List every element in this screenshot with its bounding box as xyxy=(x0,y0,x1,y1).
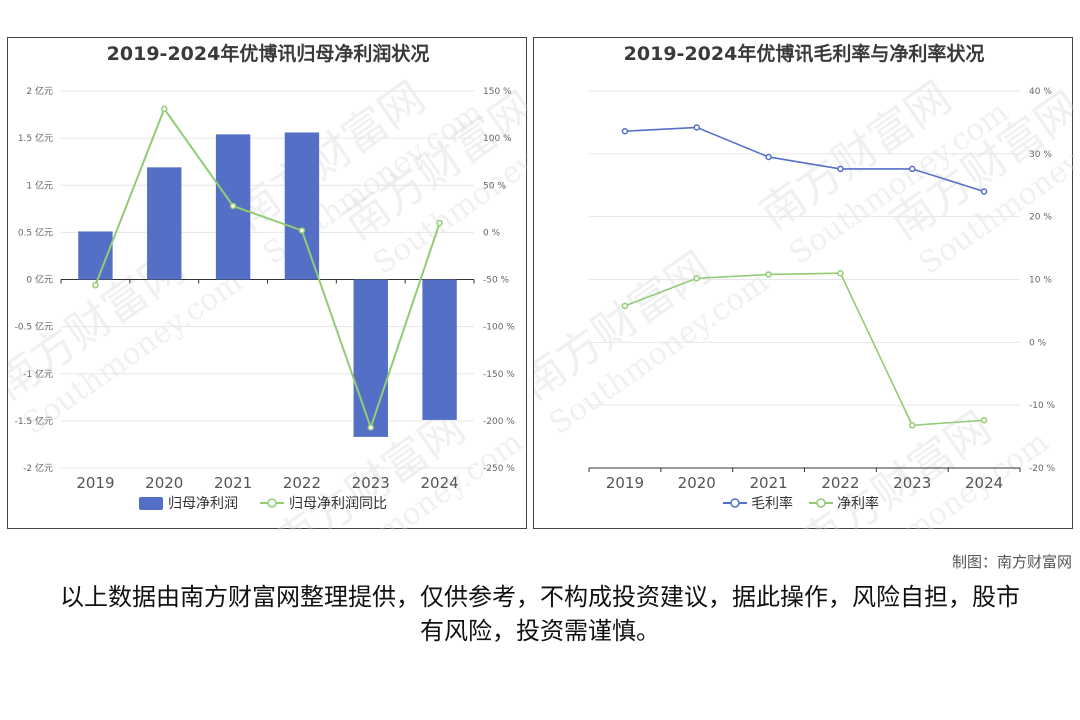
chart-credit: 制图：南方财富网 xyxy=(951,553,1072,571)
legend-label: 毛利率 xyxy=(751,495,793,512)
y-right-tick: 10 % xyxy=(1029,276,1052,286)
y-right-tick: 40 % xyxy=(1029,87,1052,97)
y-left-tick: 2 亿元 xyxy=(26,85,53,97)
legend-label: 净利率 xyxy=(837,495,879,512)
y-left-tick: -1 亿元 xyxy=(23,368,53,380)
yoy-point-2022 xyxy=(298,227,306,234)
y-left-tick: 0.5 亿元 xyxy=(18,226,53,238)
yoy-point-2020 xyxy=(161,105,168,113)
yoy-point-2023 xyxy=(367,424,374,431)
series-0-point-2021 xyxy=(765,153,772,161)
y-left-tick: 1 亿元 xyxy=(26,179,53,191)
y-right-tick: -200 % xyxy=(483,417,515,427)
x-tick-label: 2019 xyxy=(606,474,644,492)
y-left-tick: -0.5 亿元 xyxy=(15,321,53,333)
x-tick-label: 2020 xyxy=(145,474,183,492)
series-0-point-2022 xyxy=(837,165,844,173)
y-right-tick: -250 % xyxy=(483,464,515,474)
y-right-tick: 20 % xyxy=(1029,213,1052,223)
bar-2023 xyxy=(353,279,388,437)
margin-chart-panel: 2019-2024年优博讯毛利率与净利率状况 南方财富网 Southmoney.c… xyxy=(533,37,1074,530)
profit-chart-panel: 2019-2024年优博讯归母净利润状况 南方财富网 Southmoney.com… xyxy=(7,37,528,530)
y-right-tick: -50 % xyxy=(483,276,510,286)
x-tick-label: 2022 xyxy=(821,474,859,492)
legend-marker xyxy=(730,498,740,508)
x-tick-label: 2024 xyxy=(420,474,458,492)
series-line-1 xyxy=(624,272,985,427)
x-tick-label: 2023 xyxy=(893,474,931,492)
x-tick-label: 2021 xyxy=(749,474,787,492)
legend-bar-swatch xyxy=(139,497,163,510)
chart-title: 2019-2024年优博讯毛利率与净利率状况 xyxy=(624,42,985,65)
yoy-point-2019 xyxy=(92,281,99,289)
series-1-point-2023 xyxy=(909,422,916,429)
series-0-point-2019 xyxy=(621,127,629,135)
y-right-tick: 0 % xyxy=(1029,338,1047,348)
yoy-series-line xyxy=(94,106,441,431)
y-right-tick: 100 % xyxy=(483,134,512,144)
y-right-tick: -150 % xyxy=(483,370,515,380)
y-right-tick: -20 % xyxy=(1029,464,1056,474)
y-right-tick: -100 % xyxy=(483,323,515,333)
legend-label: 归母净利润 xyxy=(168,495,238,512)
legend-marker xyxy=(816,498,826,508)
x-tick-label: 2020 xyxy=(678,474,716,492)
y-left-tick: 0 亿元 xyxy=(26,274,53,286)
margin-chart: 2019-2024年优博讯毛利率与净利率状况 南方财富网Southmoney.c… xyxy=(534,42,1074,530)
bar-2020 xyxy=(147,167,182,280)
chart-title: 2019-2024年优博讯归母净利润状况 xyxy=(107,42,430,65)
x-tick-label: 2021 xyxy=(214,474,252,492)
series-0-point-2023 xyxy=(909,165,916,173)
x-tick-label: 2024 xyxy=(965,474,1003,492)
y-left-tick: 1.5 亿元 xyxy=(18,132,53,144)
series-line-0 xyxy=(624,126,985,193)
y-right-tick: 50 % xyxy=(483,181,506,191)
y-right-tick: 150 % xyxy=(483,87,512,97)
series-0-point-2024 xyxy=(980,188,988,195)
disclaimer-text: 以上数据由南方财富网整理提供，仅供参考，不构成投资建议，据此操作，风险自担，股市… xyxy=(60,583,1020,645)
bar-2024 xyxy=(422,279,457,420)
series-0-point-2020 xyxy=(693,124,700,131)
y-left-tick: -1.5 亿元 xyxy=(15,415,53,427)
series-1-point-2020 xyxy=(693,274,700,282)
y-right-tick: 0 % xyxy=(483,228,501,238)
profit-chart: 2019-2024年优博讯归母净利润状况 南方财富网Southmoney.com… xyxy=(8,42,528,530)
x-tick-label: 2022 xyxy=(283,474,321,492)
yoy-point-2024 xyxy=(436,219,443,227)
series-1-point-2022 xyxy=(837,269,844,277)
bar-2022 xyxy=(284,132,320,280)
yoy-point-2021 xyxy=(229,202,237,210)
x-tick-label: 2019 xyxy=(76,474,114,492)
x-tick-label: 2023 xyxy=(352,474,390,492)
legend-marker xyxy=(267,498,277,508)
y-right-tick: -10 % xyxy=(1029,401,1056,411)
series-1-point-2024 xyxy=(980,416,988,424)
series-1-point-2021 xyxy=(765,271,772,278)
legend-label: 归母净利润同比 xyxy=(289,495,387,512)
y-left-tick: -2 亿元 xyxy=(23,462,53,474)
y-right-tick: 30 % xyxy=(1029,150,1052,160)
series-1-point-2019 xyxy=(621,302,629,310)
watermark-layer: 南方财富网Southmoney.com南方财富网Southmoney.com南方… xyxy=(534,72,1074,530)
